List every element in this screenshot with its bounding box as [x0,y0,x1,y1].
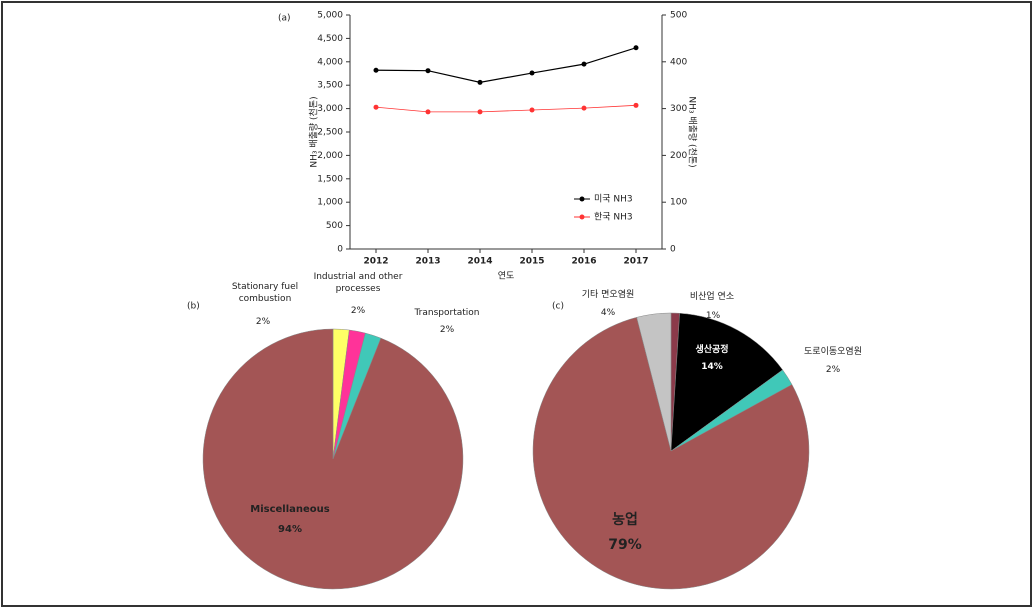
point [633,45,639,51]
series-line [375,104,637,113]
y2-tick-label: 0 [670,245,676,255]
point [425,109,431,115]
series-line [375,47,637,84]
y-tick-label: 3,000 [317,104,343,114]
y-tick-label: 4,000 [317,57,343,67]
slice-percent: 1% [705,311,721,321]
y2-tick-label: 300 [670,104,687,114]
slice-percent: 2% [825,365,841,375]
legend-label: 미국 NH3 [594,194,633,205]
y-tick-label: 4,500 [317,34,343,44]
slice-label: 도로이동오염원 [804,347,862,357]
y2-tick-label: 200 [670,151,687,161]
pie-slice [670,313,783,452]
point [581,61,587,67]
slice-percent: 14% [701,362,723,372]
point [373,104,379,110]
slice-percent: 79% [608,537,642,553]
pie-slice [636,312,672,452]
slice-percent: 4% [600,308,616,318]
y-tick-label: 1,000 [317,198,343,208]
y-axis-title: NH₃ 배출량 (천톤) [308,96,320,167]
slice-percent: 2% [350,306,366,316]
pie-slice [532,317,810,590]
legend-marker [579,214,585,220]
point [425,68,431,74]
point [373,67,379,73]
panel-label: (a) [278,14,291,24]
point [633,102,639,108]
slice-label: 비산업 연소 [689,292,735,302]
x-tick-label: 2012 [363,257,388,267]
slice-label: Stationary fuel combustion [231,282,299,304]
x-axis-title: 연도 [498,271,515,282]
y2-tick-label: 100 [670,198,687,208]
slice-label: Miscellaneous [250,504,330,515]
y-tick-label: 2,000 [317,151,343,161]
y-tick-label: 0 [337,245,343,255]
slice-label: Transportation [414,308,480,318]
slice-percent: 2% [255,317,271,327]
x-tick-label: 2013 [415,257,440,267]
y-tick-label: 500 [326,221,343,231]
panel-label: (c) [552,302,564,312]
y2-tick-label: 400 [670,57,687,67]
point [529,70,535,76]
legend-marker [579,196,585,202]
slice-label: 기타 면오염원 [581,290,635,300]
y2-axis-title: NH₃ 배출량 (천톤) [687,96,699,167]
slice-label: 생산공정 [695,345,729,355]
pie-slice [202,328,464,590]
x-tick-label: 2016 [571,257,596,267]
slice-percent: 94% [278,524,302,535]
x-tick-label: 2015 [519,257,544,267]
point [529,107,535,113]
point [477,79,483,85]
point [581,105,587,111]
y2-tick-label: 500 [670,11,687,21]
slice-label: Industrial and other processes [313,272,403,294]
legend-label: 한국 NH3 [594,212,633,223]
y-tick-label: 1,500 [317,174,343,184]
slice-label: 농업 [612,512,638,528]
slice-percent: 2% [439,325,455,335]
y-tick-label: 3,500 [317,81,343,91]
y-tick-label: 2,500 [317,128,343,138]
panel-label: (b) [187,302,200,312]
y-tick-label: 5,000 [317,11,343,21]
x-tick-label: 2017 [623,257,648,267]
x-tick-label: 2014 [467,257,492,267]
point [477,109,483,115]
